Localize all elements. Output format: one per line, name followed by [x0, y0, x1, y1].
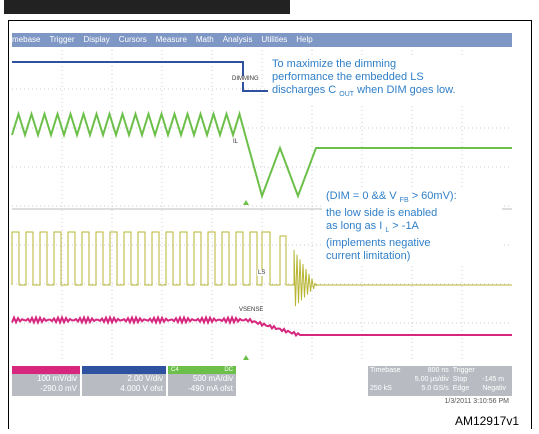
- trigger-mode: Stop: [451, 375, 481, 384]
- figure: mebase Trigger Display Cursors Measure Math An…: [0, 0, 539, 434]
- menu-item[interactable]: mebase: [12, 35, 40, 44]
- channel-offset: -490 mA ofst: [168, 384, 236, 394]
- subscript: FB: [400, 197, 409, 204]
- text: (implements negative: [326, 237, 431, 249]
- trigger-level: -145 m: [480, 375, 512, 384]
- annotation-line: To maximize the dimming: [272, 58, 512, 71]
- annotation: (DIM = 0 && V FB > 60mV):the low side is…: [322, 188, 502, 265]
- menu-item[interactable]: Display: [84, 35, 110, 44]
- trigger-type: Edge: [451, 384, 481, 393]
- menu-item[interactable]: Measure: [156, 35, 187, 44]
- timestamp: 1/3/2011 3:10:56 PM: [445, 398, 509, 405]
- text: performance the embedded LS: [272, 71, 424, 83]
- channel-coupling: DC: [224, 366, 233, 374]
- menu-item[interactable]: Math: [196, 35, 214, 44]
- timebase-rate: 5.0 GS/s: [407, 384, 450, 393]
- trigger-label: Trigger: [451, 366, 481, 375]
- channel-scale: 100 mV/div: [12, 374, 80, 384]
- figure-id: AM12917v1: [455, 414, 519, 428]
- channel-panel: 100 mV/div-290.0 mV: [12, 366, 80, 396]
- timebase-label: Timebase: [368, 366, 407, 375]
- trigger-slope: Negativ: [480, 384, 512, 393]
- annotation-line: current limitation): [326, 250, 498, 263]
- text: the low side is enabled: [326, 207, 437, 219]
- channel-scale: 500 mA/div: [168, 374, 236, 384]
- subscript: L: [385, 227, 389, 234]
- trace-label: VSENSE: [238, 307, 264, 313]
- annotation-line: the low side is enabled: [326, 207, 498, 220]
- menu-item[interactable]: Trigger: [49, 35, 74, 44]
- timebase-delay: 800 ns: [407, 366, 450, 375]
- annotation-line: discharges C OUT when DIM goes low.: [272, 84, 512, 101]
- channel-name: C4: [171, 366, 179, 374]
- subscript: OUT: [339, 91, 354, 98]
- annotation-line: performance the embedded LS: [272, 71, 512, 84]
- trace-label: LS: [257, 270, 266, 276]
- menu-item[interactable]: Utilities: [261, 35, 287, 44]
- menu-item[interactable]: Help: [296, 35, 312, 44]
- trace-label: DIMMING: [231, 76, 260, 82]
- channel-offset: 4.000 V ofst: [82, 384, 166, 394]
- menu-item[interactable]: Cursors: [119, 35, 147, 44]
- menu-bar: mebase Trigger Display Cursors Measure Math An…: [12, 33, 512, 47]
- text: as long as I: [326, 220, 382, 232]
- annotation-line: (implements negative: [326, 237, 498, 250]
- trace-label: IL: [232, 139, 239, 145]
- text: > 60mV):: [412, 190, 457, 202]
- annotation-line: as long as I L > -1A: [326, 220, 498, 237]
- annotation-line: (DIM = 0 && V FB > 60mV):: [326, 190, 498, 207]
- text: discharges C: [272, 84, 336, 96]
- text: (DIM = 0 && V: [326, 190, 397, 202]
- timebase-samples: 250 kS: [368, 384, 407, 393]
- menu-item[interactable]: Analysis: [223, 35, 253, 44]
- timebase-per-div: 5.00 µs/div: [407, 375, 450, 384]
- channel-scale: 2.00 V/div: [82, 374, 166, 384]
- text: current limitation): [326, 250, 410, 262]
- text: > -1A: [392, 220, 419, 232]
- text: when DIM goes low.: [357, 84, 455, 96]
- text: To maximize the dimming: [272, 58, 396, 70]
- channel-offset: -290.0 mV: [12, 384, 80, 394]
